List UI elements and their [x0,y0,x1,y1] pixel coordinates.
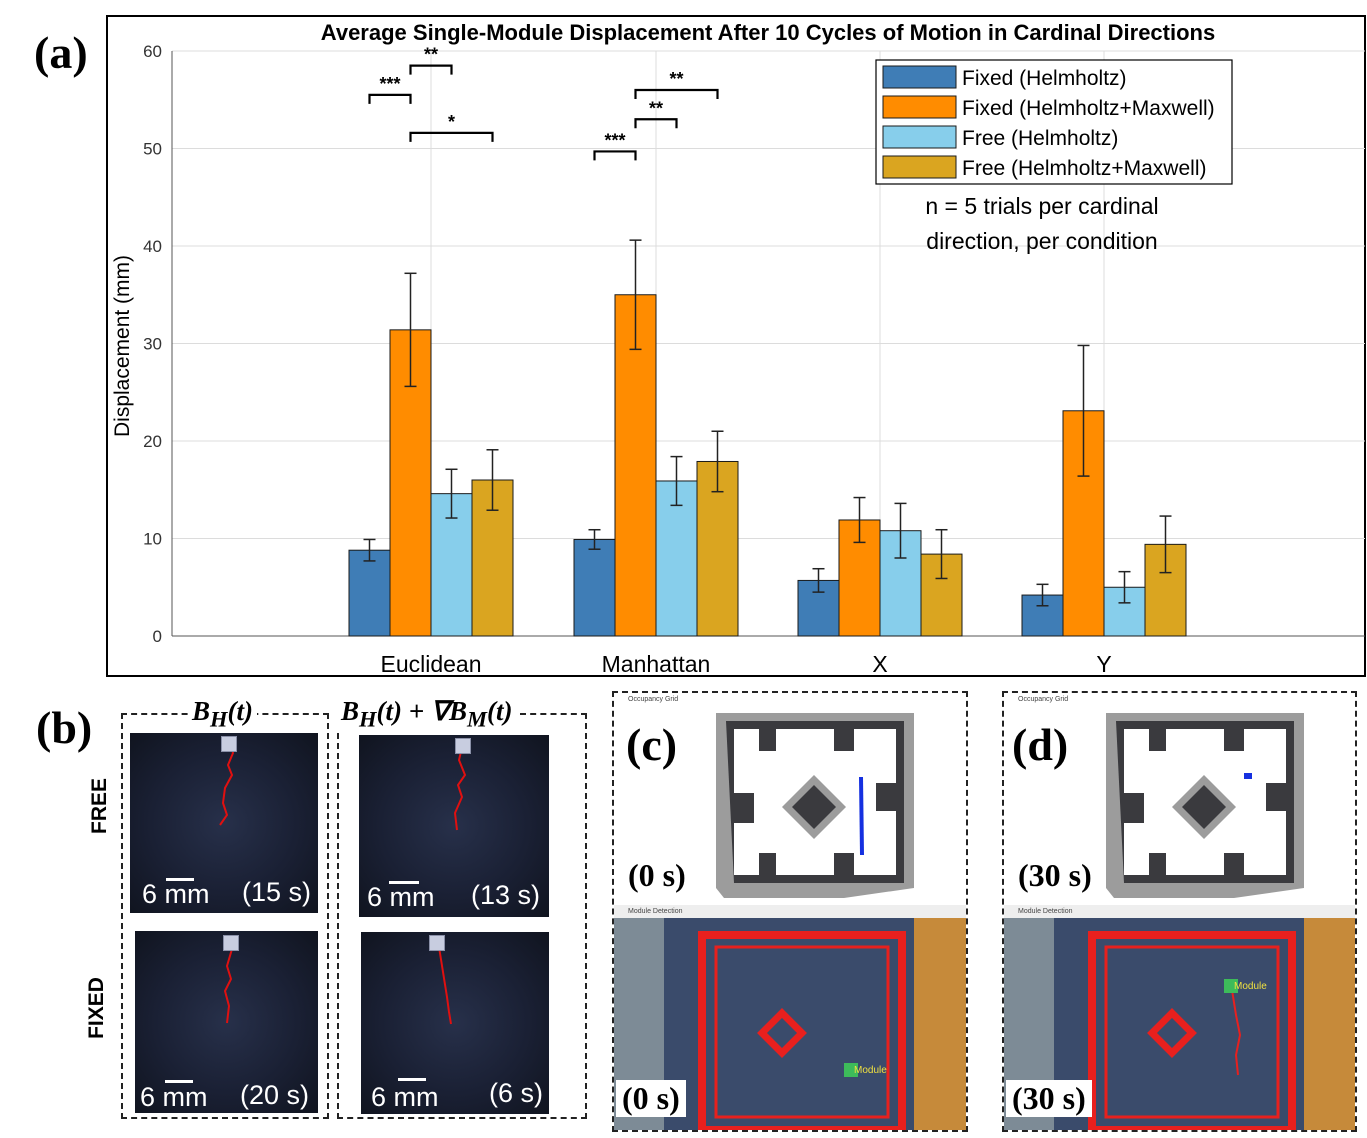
row-label-fixed: FIXED [84,977,108,1039]
significance-stars: ** [649,98,663,118]
panel-a-label: (a) [34,27,88,78]
photo-free-helmholtz: 6 mm (15 s) [130,733,318,913]
module-tag: Module [854,1065,887,1076]
y-tick-label: 30 [143,335,162,354]
window-title: Module Detection [614,905,966,918]
legend-label: Free (Helmholtz) [962,127,1118,150]
time-label-top: (0 s) [624,857,690,894]
significance-stars: ** [669,69,683,89]
legend-label: Fixed (Helmholtz+Maxwell) [962,97,1215,120]
module-marker [223,935,239,951]
panel-d-frame [1002,691,1357,1132]
trajectory-path [453,746,467,831]
bar [655,480,698,637]
panel-b-label: (b) [36,702,93,753]
panel-d-label: (d) [1012,719,1069,770]
scale-label: 6 mm [371,1082,439,1112]
annotation-line-1: n = 5 trials per cardinal [925,193,1158,219]
significance-stars: *** [379,74,400,94]
time-label: (15 s) [242,877,312,907]
scale-bar [165,1080,193,1083]
x-tick-label: Y [1096,651,1111,677]
y-tick-label: 60 [143,42,162,61]
y-tick-label: 40 [143,237,162,256]
module-marker [429,935,445,951]
y-axis-label: Displacement (mm) [111,255,134,437]
module-marker [1224,979,1238,993]
window-title: Module Detection [1004,905,1355,918]
significance-bracket [634,118,678,129]
row-label-free: FREE [88,777,112,835]
chart-title: Average Single-Module Displacement After… [321,20,1215,45]
y-tick-label: 50 [143,140,162,159]
x-tick-label: Euclidean [380,651,481,677]
window-title: Occupancy Grid [1018,696,1069,703]
occupancy-grid-d: Occupancy Grid (30 s) [1004,693,1355,903]
occupancy-grid-c: Occupancy Grid (0 s) [614,693,966,903]
trajectory-path [219,742,235,826]
camera-view-c: Module Detection Module (0 s) [614,905,966,1130]
bar [614,294,657,637]
col1-header: BH(t) [188,696,258,733]
y-tick-label: 10 [143,530,162,549]
significance-stars: * [448,112,455,132]
trajectory-path [438,946,452,1025]
time-label-bottom: (30 s) [1006,1080,1092,1117]
photo-free-maxwell: 6 mm (13 s) [359,735,549,917]
path-line [859,776,864,856]
scale-bar [398,1078,426,1081]
module-marker [221,736,237,752]
y-tick-label: 0 [153,627,162,646]
bar [573,538,616,637]
significance-bracket [409,131,494,142]
scale-label: 6 mm [367,882,435,912]
significance-bracket [593,150,637,161]
photo-fixed-maxwell: 6 mm (6 s) [361,932,549,1114]
scale-label: 6 mm [142,879,210,909]
module-marker [455,738,471,754]
camera-view-d: Module Detection Module (30 s) [1004,905,1355,1130]
legend-swatch [882,65,957,89]
window-title: Occupancy Grid [628,696,679,703]
x-tick-label: X [872,651,887,677]
panel-c-frame [612,691,968,1132]
module-tag: Module [1234,981,1267,992]
significance-bracket [634,88,719,99]
occupancy-map [716,713,914,898]
y-tick-label: 20 [143,432,162,451]
annotation-line-2: direction, per condition [926,228,1157,254]
significance-bracket [409,64,453,75]
trajectory-path [223,948,233,1024]
col2-header: BH(t) + ∇BM(t) [337,696,517,733]
time-label-bottom: (0 s) [616,1080,686,1117]
bar [348,549,391,637]
significance-bracket [368,93,412,104]
legend-label: Fixed (Helmholtz) [962,67,1127,90]
significance-stars: *** [604,130,625,150]
photo-fixed-helmholtz: 6 mm (20 s) [135,931,318,1113]
module-marker [844,1063,858,1077]
time-label-top: (30 s) [1014,857,1096,894]
module-position [1244,773,1252,779]
occupancy-map [1106,713,1304,898]
panel-c-label: (c) [626,719,678,770]
time-label: (20 s) [240,1080,310,1110]
scale-bar [389,881,419,884]
scale-label: 6 mm [140,1082,208,1112]
legend-swatch [882,125,957,149]
significance-stars: ** [424,45,438,65]
legend-swatch [882,155,957,179]
legend-label: Free (Helmholtz+Maxwell) [962,157,1206,180]
legend-swatch [882,95,957,119]
scale-bar [166,878,194,881]
x-tick-label: Manhattan [602,651,711,677]
time-label: (6 s) [489,1078,543,1108]
time-label: (13 s) [471,880,541,910]
